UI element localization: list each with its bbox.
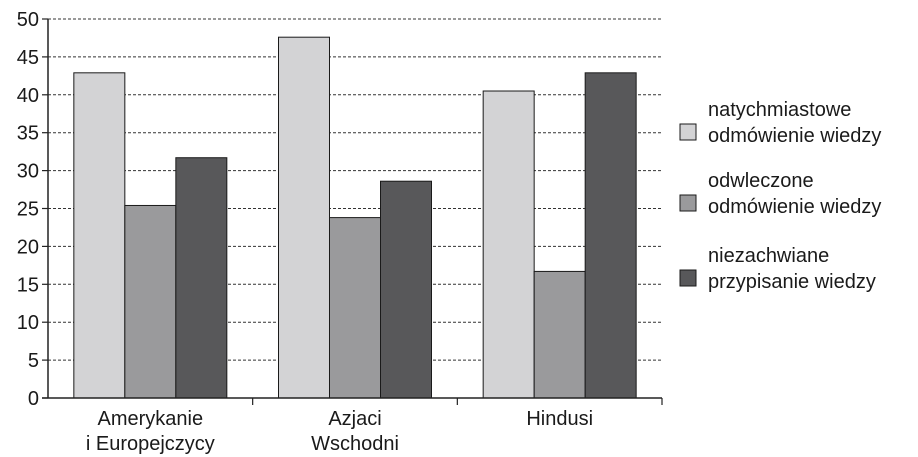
bar	[278, 36, 330, 399]
bar	[73, 72, 126, 399]
axes: 0 5 10 15 20 25 30 35 40 45 50 Amerykanie i Europejc…	[17, 9, 663, 455]
y-tick-label: 20	[17, 236, 39, 258]
bar	[380, 180, 432, 399]
legend: natychmiastowe odmówienie wiedzy odwleczon…	[679, 99, 881, 293]
y-tick-label: 15	[17, 274, 39, 296]
y-tick-label: 0	[28, 388, 39, 410]
bar	[175, 157, 228, 399]
y-tick-label: 35	[17, 123, 39, 145]
x-tick-label: Azjaci Wschodni	[311, 408, 399, 455]
legend-swatch	[679, 194, 697, 212]
legend-label: odwleczone odmówienie wiedzy	[708, 170, 881, 218]
bar	[329, 217, 381, 399]
legend-label: natychmiastowe odmówienie wiedzy	[708, 99, 881, 147]
bar	[482, 90, 535, 399]
bar	[584, 72, 637, 399]
y-tick-label: 50	[17, 9, 39, 31]
y-tick-label: 25	[17, 199, 39, 221]
y-tick-label: 5	[28, 350, 39, 372]
bar	[533, 270, 586, 399]
x-tick-label: Amerykanie i Europejczycy	[86, 408, 215, 455]
y-tick-label: 40	[17, 85, 39, 107]
bars	[73, 36, 637, 399]
y-tick-label: 45	[17, 47, 39, 69]
legend-swatch	[679, 269, 697, 287]
bar	[124, 204, 177, 399]
legend-label: niezachwiane przypisanie wiedzy	[708, 245, 876, 293]
y-tick-label: 30	[17, 161, 39, 183]
x-tick-label: Hindusi	[526, 408, 593, 430]
y-tick-label: 10	[17, 312, 39, 334]
legend-swatch	[679, 123, 697, 141]
